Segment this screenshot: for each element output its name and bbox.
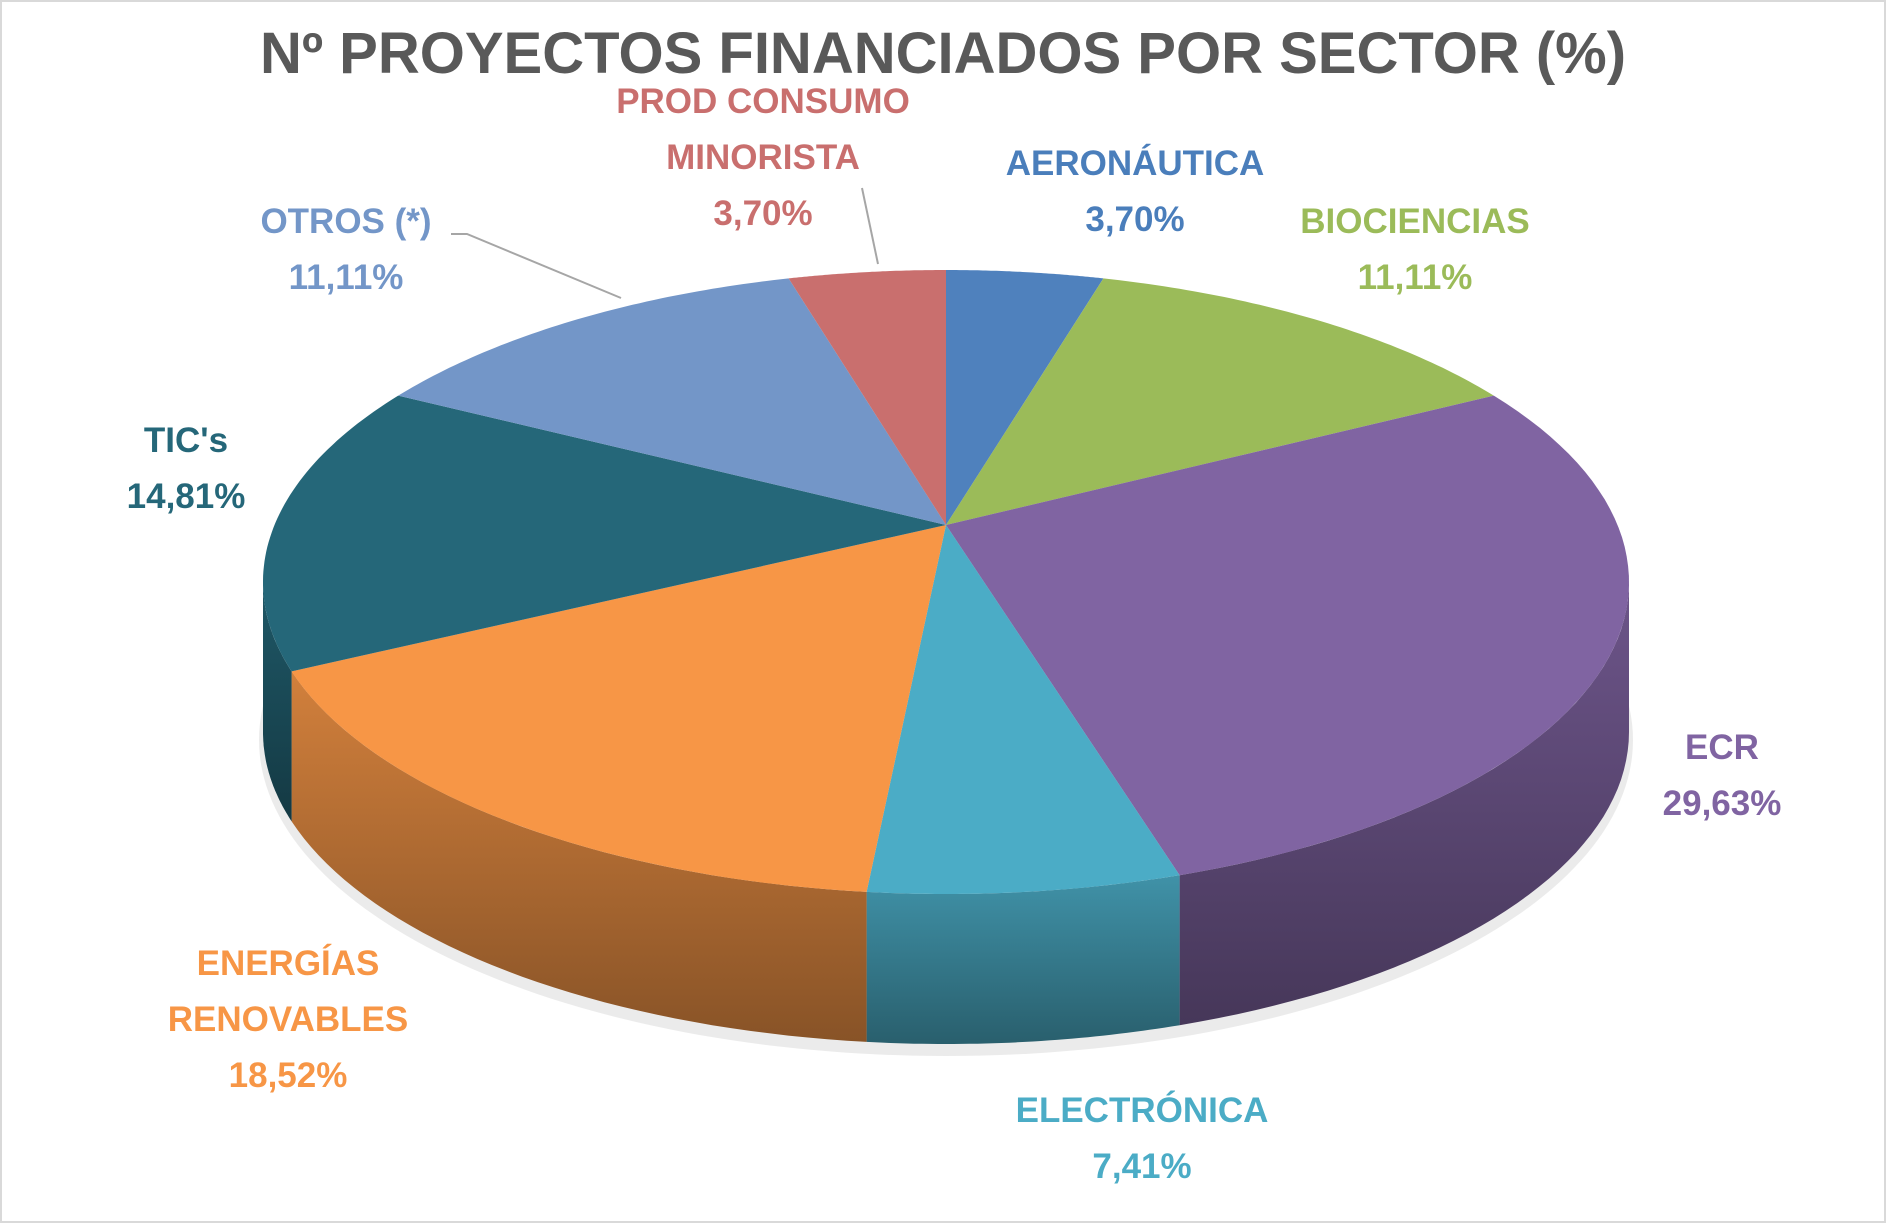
pie-side-energ-as-renovables [291,671,867,1042]
data-label: ELECTRÓNICA 7,41% [1016,1083,1269,1195]
data-label: ECR 29,63% [1663,720,1782,832]
data-label-value: 18,52% [228,1056,348,1095]
leader-line-otros [451,233,622,299]
chart-title: Nº PROYECTOS FINANCIADOS POR SECTOR (%) [259,21,1627,86]
pie-slice-biociencias [946,278,1494,525]
data-label-name: ELECTRÓNICA [1015,1091,1269,1130]
data-label-value: 3,70% [713,194,813,233]
data-label-name: ECR [1685,728,1759,767]
leader-line-prod-consumo [861,187,879,265]
data-label-name: OTROS (*) [260,202,432,241]
data-label-name: ENERGÍAS [196,944,380,983]
data-label-name: BIOCIENCIAS [1300,202,1530,241]
pie-slice-aeron-utica [946,270,1104,525]
data-label-name: MINORISTA [666,138,860,177]
data-label-name: PROD CONSUMO [616,82,910,121]
data-label-name: TIC's [143,421,229,460]
data-label: ENERGÍAS RENOVABLES 18,52% [168,936,409,1104]
data-label-value: 3,70% [1085,200,1185,239]
data-label-value: 29,63% [1662,784,1782,823]
data-label-value: 7,41% [1092,1147,1192,1186]
pie-slice-electr-nica [866,525,1180,894]
data-label-name: AERONÁUTICA [1005,144,1265,183]
data-label-value: 11,11% [1357,258,1473,297]
pie-side-electr-nica [866,875,1180,1044]
data-label-name: RENOVABLES [167,1000,409,1039]
data-label-value: 14,81% [126,477,246,516]
data-label: BIOCIENCIAS 11,11% [1300,194,1529,306]
data-label: TIC's 14,81% [127,413,246,525]
pie-side-ecr [1179,582,1629,1026]
data-label: PROD CONSUMO MINORISTA 3,70% [616,74,910,242]
pie-side-tic-s [263,582,292,822]
data-label: AERONÁUTICA 3,70% [1006,136,1265,248]
data-label: OTROS (*) 11,11% [260,194,431,306]
data-label-value: 11,11% [288,258,404,297]
pie-slice-ecr [946,395,1629,876]
pie-slice-energ-as-renovables [291,525,947,892]
pie-slice-prod-consumo-minorista [788,270,946,525]
pie-slice-tic-s [263,395,946,672]
pie-slice-otros- [398,278,946,525]
